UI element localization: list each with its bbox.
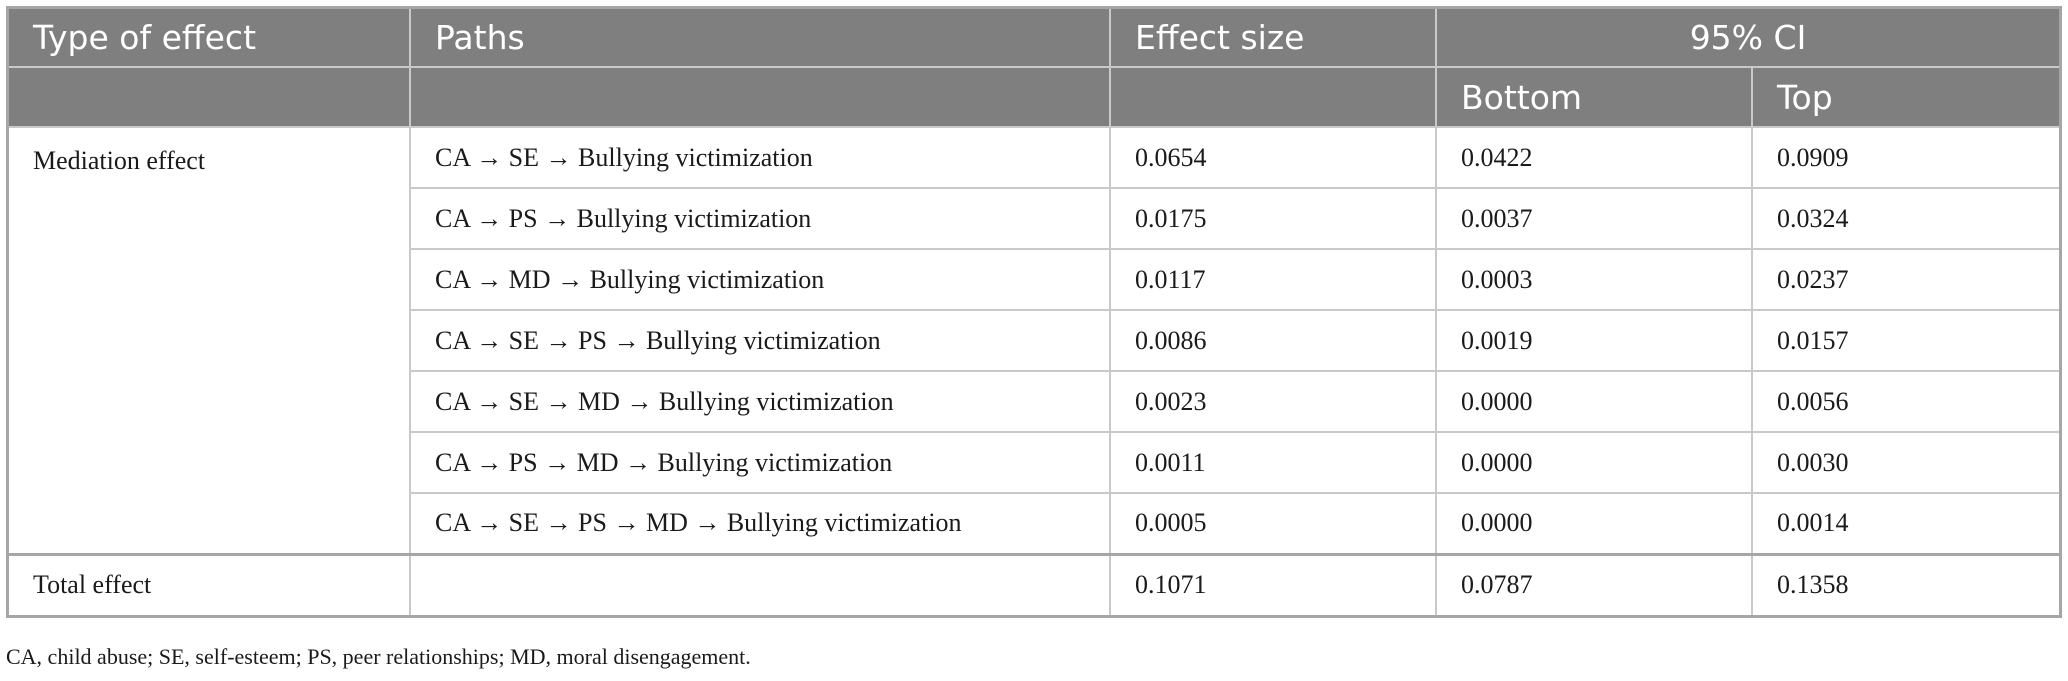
ci-top-cell: 0.0014 (1752, 493, 2059, 555)
header-bottom: Bottom (1436, 67, 1753, 128)
effect-size-cell: 0.0005 (1110, 493, 1437, 555)
ci-bottom-cell: 0.0000 (1436, 432, 1753, 494)
header-blank-2 (410, 67, 1111, 128)
table-row: CA → SE → MD → Bullying victimization 0.… (9, 371, 2059, 433)
header-top: Top (1752, 67, 2059, 128)
effect-size-cell: 0.0011 (1110, 432, 1437, 494)
table-row: Mediation effect CA → SE → Bullying vict… (9, 127, 2059, 555)
effect-size-cell: 0.0175 (1110, 188, 1437, 250)
path-cell: CA → SE → PS → Bullying victimization (410, 310, 1111, 372)
path-cell: CA → SE → MD → Bullying victimization (410, 371, 1111, 433)
header-ci: 95% CI (1436, 9, 2059, 68)
table-row: CA → SE → PS → MD → Bullying victimizati… (9, 493, 2059, 555)
effects-table-container: Type of effect Paths Effect size 95% CI … (6, 6, 2062, 618)
effect-size-cell: 0.0086 (1110, 310, 1437, 372)
header-paths: Paths (410, 9, 1111, 68)
ci-bottom-cell: 0.0422 (1436, 127, 1753, 189)
ci-bottom-cell: 0.0787 (1436, 552, 1753, 615)
header-type-of-effect: Type of effect (9, 9, 411, 68)
table-row: CA → PS → Bullying victimization 0.0175 … (9, 188, 2059, 250)
effect-size-cell: 0.0654 (1110, 127, 1437, 189)
ci-bottom-cell: 0.0000 (1436, 371, 1753, 433)
header-row-2: Bottom Top (9, 67, 2059, 128)
ci-bottom-cell: 0.0019 (1436, 310, 1753, 372)
path-cell: CA → PS → MD → Bullying victimization (410, 432, 1111, 494)
ci-top-cell: 0.0237 (1752, 249, 2059, 311)
table-row: CA → MD → Bullying victimization 0.0117 … (9, 249, 2059, 311)
effect-size-cell: 0.0023 (1110, 371, 1437, 433)
table-row: CA → PS → MD → Bullying victimization 0.… (9, 432, 2059, 494)
ci-top-cell: 0.0157 (1752, 310, 2059, 372)
effect-size-cell: 0.1071 (1110, 552, 1437, 615)
header-blank-1 (9, 67, 411, 128)
path-cell: CA → MD → Bullying victimization (410, 249, 1111, 311)
table-row: CA → SE → PS → Bullying victimization 0.… (9, 310, 2059, 372)
ci-top-cell: 0.0324 (1752, 188, 2059, 250)
ci-top-cell: 0.0030 (1752, 432, 2059, 494)
mediation-effect-label: Mediation effect (9, 127, 411, 555)
path-cell: CA → SE → PS → MD → Bullying victimizati… (410, 493, 1111, 555)
header-effect-size: Effect size (1110, 9, 1437, 68)
header-blank-3 (1110, 67, 1437, 128)
ci-top-cell: 0.0909 (1752, 127, 2059, 189)
table-footnote: CA, child abuse; SE, self-esteem; PS, pe… (6, 644, 751, 669)
effect-size-cell: 0.0117 (1110, 249, 1437, 311)
effects-table: Type of effect Paths Effect size 95% CI … (9, 9, 2059, 615)
path-cell: CA → SE → Bullying victimization (410, 127, 1111, 189)
path-cell (410, 552, 1111, 615)
header-row-1: Type of effect Paths Effect size 95% CI (9, 9, 2059, 68)
ci-top-cell: 0.0056 (1752, 371, 2059, 433)
ci-top-cell: 0.1358 (1752, 552, 2059, 615)
ci-bottom-cell: 0.0003 (1436, 249, 1753, 311)
path-cell: CA → PS → Bullying victimization (410, 188, 1111, 250)
total-effect-row: Total effect 0.1071 0.0787 0.1358 (9, 552, 2059, 615)
total-effect-label: Total effect (9, 552, 411, 615)
ci-bottom-cell: 0.0000 (1436, 493, 1753, 555)
ci-bottom-cell: 0.0037 (1436, 188, 1753, 250)
